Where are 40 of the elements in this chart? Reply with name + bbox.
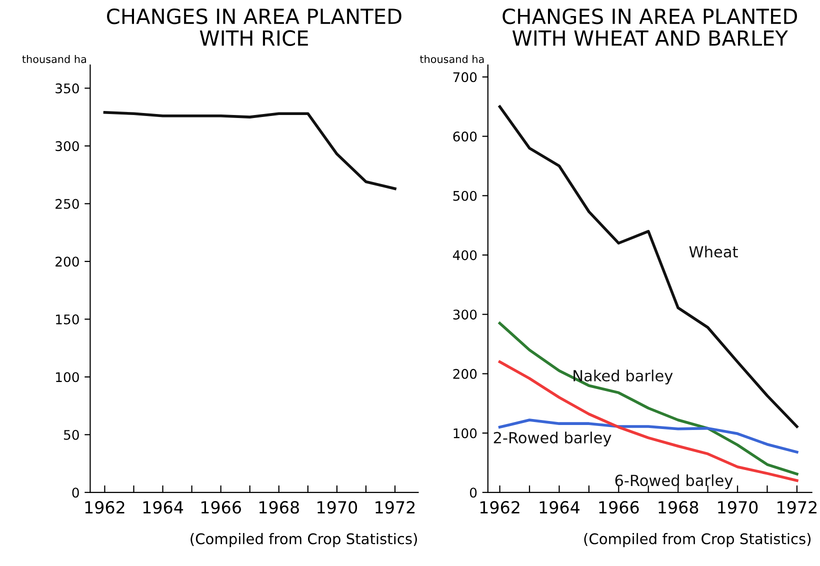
line-series <box>498 105 798 428</box>
x-tick-label: 1972 <box>778 501 816 514</box>
y-tick-label: 700 <box>453 72 477 82</box>
x-tick-label: 1968 <box>658 501 698 514</box>
chart-title: CHANGES IN AREA PLANTED WITH RICE <box>107 8 402 46</box>
text: (Compiled from Crop Statistics) <box>584 533 811 548</box>
chart-title: CHANGES IN AREA PLANTED WITH WHEAT AND BARLEY <box>502 8 797 46</box>
x-tick-label: 1966 <box>201 501 241 514</box>
y-tick-label: 400 <box>452 250 477 260</box>
y-tick-label: 100 <box>56 372 79 382</box>
x-tick-label: 1962 <box>480 501 520 514</box>
series-label: Wheat <box>689 246 738 258</box>
y-tick-label: 100 <box>454 428 477 438</box>
x-tick-label: 1970 <box>318 501 358 514</box>
x-tick-label: 1972 <box>376 501 415 514</box>
y-tick-label: 200 <box>453 368 477 379</box>
y-axis-title: thousand ha <box>420 55 484 64</box>
series-label: 2-Rowed barley <box>494 432 612 446</box>
y-tick-label: 500 <box>453 190 477 201</box>
series-label: 6-Rowed barley <box>615 474 733 490</box>
y-tick-label: 50 <box>64 430 79 440</box>
x-tick-label: 1964 <box>143 501 184 514</box>
y-tick-label: 600 <box>453 132 477 142</box>
y-tick-label: 350 <box>56 83 79 94</box>
line-series <box>103 111 396 190</box>
y-tick-label: 300 <box>453 310 477 320</box>
y-tick-label: 300 <box>56 141 79 152</box>
x-tick-label: 1968 <box>259 501 299 514</box>
x-tick-label: 1970 <box>718 501 758 514</box>
x-tick-label: 1962 <box>85 501 124 514</box>
x-tick-label: 1966 <box>599 501 639 514</box>
y-axis-title: thousand ha <box>22 55 86 64</box>
series-label: Naked barley <box>574 370 673 384</box>
y-tick-label: 150 <box>56 314 79 324</box>
y-tick-label: 250 <box>56 198 79 209</box>
y-tick-label: 0 <box>470 488 477 498</box>
y-tick-label: 200 <box>56 256 79 267</box>
text: (Compiled from Crop Statistics) <box>190 533 417 548</box>
y-tick-label: 0 <box>72 488 79 498</box>
x-tick-label: 1964 <box>540 501 580 514</box>
